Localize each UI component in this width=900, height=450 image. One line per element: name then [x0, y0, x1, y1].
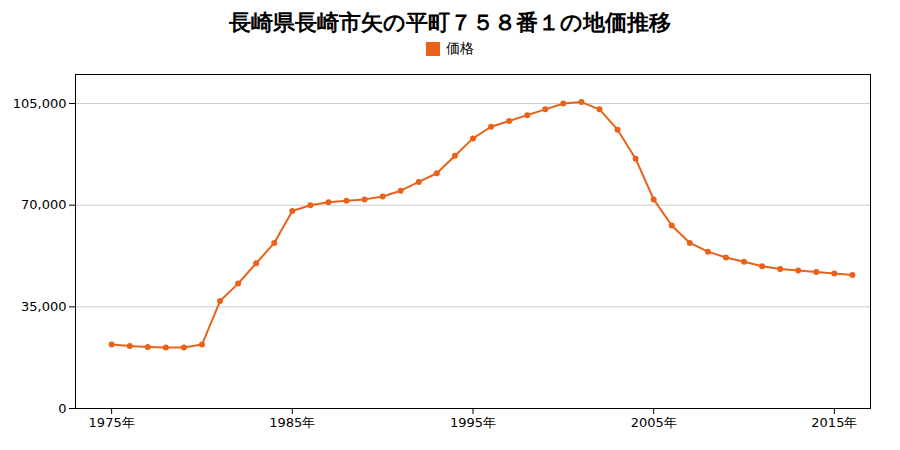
- svg-text:70,000: 70,000: [21, 197, 67, 212]
- svg-text:105,000: 105,000: [13, 96, 67, 111]
- svg-text:35,000: 35,000: [21, 299, 67, 314]
- svg-text:2005年: 2005年: [631, 415, 677, 430]
- svg-text:2015年: 2015年: [811, 415, 857, 430]
- svg-text:1995年: 1995年: [450, 415, 496, 430]
- svg-text:0: 0: [58, 401, 66, 416]
- svg-text:1975年: 1975年: [89, 415, 135, 430]
- html-text:長崎県長崎市矢の平町７５８番１の地価推移: 長崎県長崎市矢の平町７５８番１の地価推移: [229, 10, 671, 35]
- html-text:価格: 価格: [446, 40, 474, 56]
- svg-text:1985年: 1985年: [269, 415, 315, 430]
